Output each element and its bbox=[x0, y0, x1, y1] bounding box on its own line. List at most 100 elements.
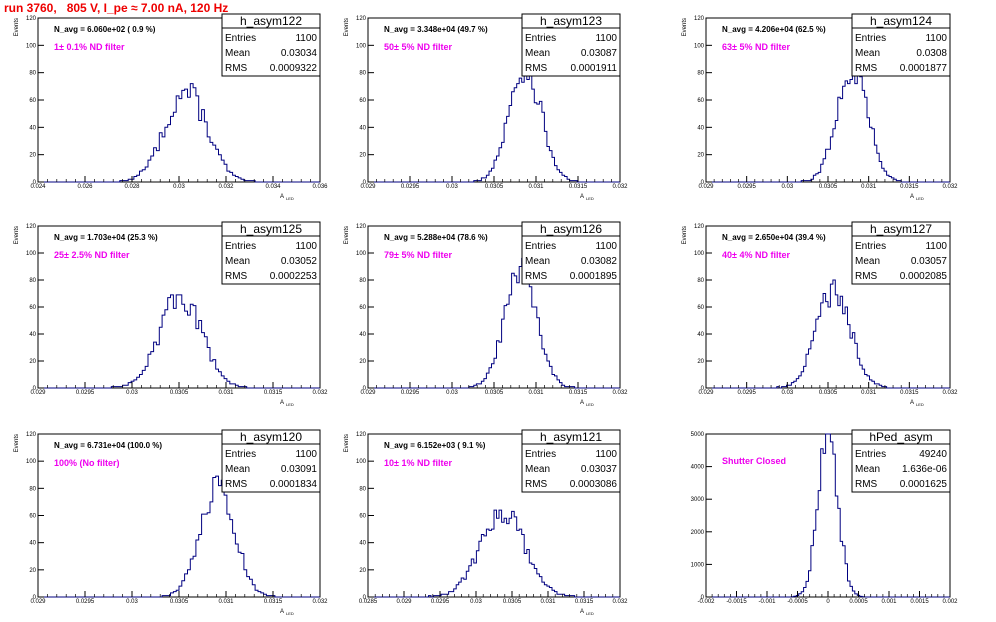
x-tick-label: -0.0015 bbox=[726, 599, 747, 605]
x-tick-label: 0.03 bbox=[446, 184, 458, 190]
y-tick-label: 20 bbox=[359, 568, 366, 574]
histogram-panel-hPed_asym: -0.002 -0.0015 -0.001 -0.0005 0 0.0005 0.001 0.… bbox=[691, 429, 958, 605]
x-tick-label: 0.031 bbox=[218, 599, 234, 605]
histogram-panel-h_asym121: 0.0285 0.029 0.0295 0.03 0.0305 0.031 0.0315 0.… bbox=[344, 429, 628, 616]
y-tick-label: 20 bbox=[359, 153, 366, 159]
stats-label-entries: Entries bbox=[225, 33, 256, 44]
stats-value-mean: 0.0308 bbox=[916, 48, 947, 59]
stats-box bbox=[521, 221, 621, 285]
n-avg-annotation: N_avg = 5.288e+04 (78.6 %) bbox=[384, 233, 488, 242]
y-tick-label: 120 bbox=[26, 224, 37, 230]
x-tick-label: 0.032 bbox=[942, 390, 958, 396]
x-tick-label: 0.0305 bbox=[170, 390, 189, 396]
y-tick-label: 60 bbox=[697, 305, 704, 311]
histogram-panel-h_asym125: 0.029 0.0295 0.03 0.0305 0.031 0.0315 0.032 0 20… bbox=[14, 221, 328, 407]
stats-value-rms: 0.0001911 bbox=[570, 63, 617, 74]
y-tick-label: 5000 bbox=[691, 432, 705, 438]
y-tick-label: 0 bbox=[701, 180, 705, 186]
x-tick-label: 0.029 bbox=[30, 599, 46, 605]
filter-annotation: 50± 5% ND filter bbox=[384, 42, 452, 52]
n-avg-annotation: N_avg = 2.650e+04 (39.4 %) bbox=[722, 233, 826, 242]
stats-box-title: h_asym126 bbox=[540, 222, 602, 236]
n-avg-annotation: N_avg = 4.206e+04 (62.5 %) bbox=[722, 25, 826, 34]
stats-value-entries: 1100 bbox=[925, 33, 947, 44]
y-tick-label: 80 bbox=[359, 486, 366, 492]
x-axis-label: A LED bbox=[580, 400, 594, 407]
x-tick-label: 0.03 bbox=[126, 599, 138, 605]
filter-annotation: 100% (No filter) bbox=[54, 458, 120, 468]
y-tick-label: 40 bbox=[697, 125, 704, 131]
y-axis-label: Events bbox=[14, 18, 20, 36]
x-tick-label: -0.001 bbox=[758, 599, 776, 605]
stats-value-entries: 1100 bbox=[595, 33, 617, 44]
n-avg-annotation: N_avg = 6.060e+02 ( 0.9 %) bbox=[54, 25, 156, 34]
stats-label-entries: Entries bbox=[525, 241, 556, 252]
y-tick-label: 0 bbox=[701, 595, 705, 601]
x-tick-label: 0.0315 bbox=[900, 390, 919, 396]
stats-label-entries: Entries bbox=[225, 449, 256, 460]
stats-label-mean: Mean bbox=[855, 464, 880, 475]
histogram-line bbox=[368, 257, 620, 389]
histogram-panel-h_asym123: 0.029 0.0295 0.03 0.0305 0.031 0.0315 0.032 0 20… bbox=[344, 13, 628, 201]
n-avg-annotation: N_avg = 3.348e+04 (49.7 %) bbox=[384, 25, 488, 34]
x-tick-label: 0.0315 bbox=[264, 599, 283, 605]
stats-box bbox=[521, 429, 621, 493]
y-tick-label: 0 bbox=[363, 595, 367, 601]
stats-box bbox=[851, 429, 951, 493]
stats-value-entries: 1100 bbox=[295, 449, 317, 460]
stats-box-title: h_asym120 bbox=[240, 430, 302, 444]
x-tick-label: 0.0005 bbox=[849, 599, 868, 605]
x-tick-label: 0.0295 bbox=[401, 390, 420, 396]
stats-label-rms: RMS bbox=[855, 479, 878, 490]
stats-value-rms: 0.0001834 bbox=[270, 479, 318, 490]
x-tick-label: 0.0315 bbox=[569, 390, 588, 396]
x-tick-label: 0.034 bbox=[265, 184, 281, 190]
x-tick-label: 0.032 bbox=[942, 184, 958, 190]
stats-label-mean: Mean bbox=[525, 256, 550, 267]
stats-value-rms: 0.0009322 bbox=[270, 63, 318, 74]
x-tick-label: 0.03 bbox=[126, 390, 138, 396]
filter-annotation: 10± 1% ND filter bbox=[384, 458, 452, 468]
stats-box bbox=[851, 13, 951, 77]
y-tick-label: 80 bbox=[359, 278, 366, 284]
stats-value-entries: 1100 bbox=[925, 241, 947, 252]
stats-box-title: h_asym124 bbox=[870, 14, 932, 28]
stats-value-rms: 0.0002085 bbox=[900, 271, 948, 282]
y-tick-label: 60 bbox=[359, 98, 366, 104]
histogram-panel-h_asym124: 0.029 0.0295 0.03 0.0305 0.031 0.0315 0.032 0 20… bbox=[682, 13, 958, 201]
x-tick-label: 0.031 bbox=[540, 599, 556, 605]
x-tick-label: 0.0315 bbox=[575, 599, 594, 605]
x-tick-label: 0.029 bbox=[698, 390, 714, 396]
filter-annotation: 40± 4% ND filter bbox=[722, 250, 790, 260]
histogram-panel-h_asym127: 0.029 0.0295 0.03 0.0305 0.031 0.0315 0.032 0 20… bbox=[682, 221, 958, 407]
stats-label-rms: RMS bbox=[525, 63, 548, 74]
x-tick-label: 0.0305 bbox=[485, 390, 504, 396]
stats-value-mean: 0.03034 bbox=[281, 48, 318, 59]
y-tick-label: 2000 bbox=[691, 530, 705, 536]
filter-annotation: 25± 2.5% ND filter bbox=[54, 250, 130, 260]
stats-box bbox=[521, 13, 621, 77]
y-tick-label: 0 bbox=[701, 386, 705, 392]
filter-annotation: 1± 0.1% ND filter bbox=[54, 42, 125, 52]
y-tick-label: 80 bbox=[697, 278, 704, 284]
x-axis-label: A LED bbox=[580, 194, 594, 201]
y-tick-label: 20 bbox=[29, 568, 36, 574]
stats-value-rms: 0.0001625 bbox=[900, 479, 948, 490]
y-tick-label: 0 bbox=[33, 386, 37, 392]
y-axis-label: Events bbox=[682, 226, 688, 244]
stats-label-rms: RMS bbox=[225, 63, 248, 74]
x-axis-label: A LED bbox=[910, 400, 924, 407]
y-tick-label: 20 bbox=[697, 359, 704, 365]
y-tick-label: 40 bbox=[29, 541, 36, 547]
x-tick-label: 0.029 bbox=[396, 599, 412, 605]
x-tick-label: 0.03 bbox=[470, 599, 482, 605]
stats-label-rms: RMS bbox=[855, 271, 878, 282]
stats-value-rms: 0.0002253 bbox=[270, 271, 318, 282]
x-tick-label: -0.002 bbox=[697, 599, 715, 605]
y-tick-label: 1000 bbox=[691, 562, 705, 568]
stats-value-entries: 1100 bbox=[595, 449, 617, 460]
stats-label-mean: Mean bbox=[225, 464, 250, 475]
histogram-line bbox=[368, 509, 620, 598]
stats-value-entries: 1100 bbox=[595, 241, 617, 252]
